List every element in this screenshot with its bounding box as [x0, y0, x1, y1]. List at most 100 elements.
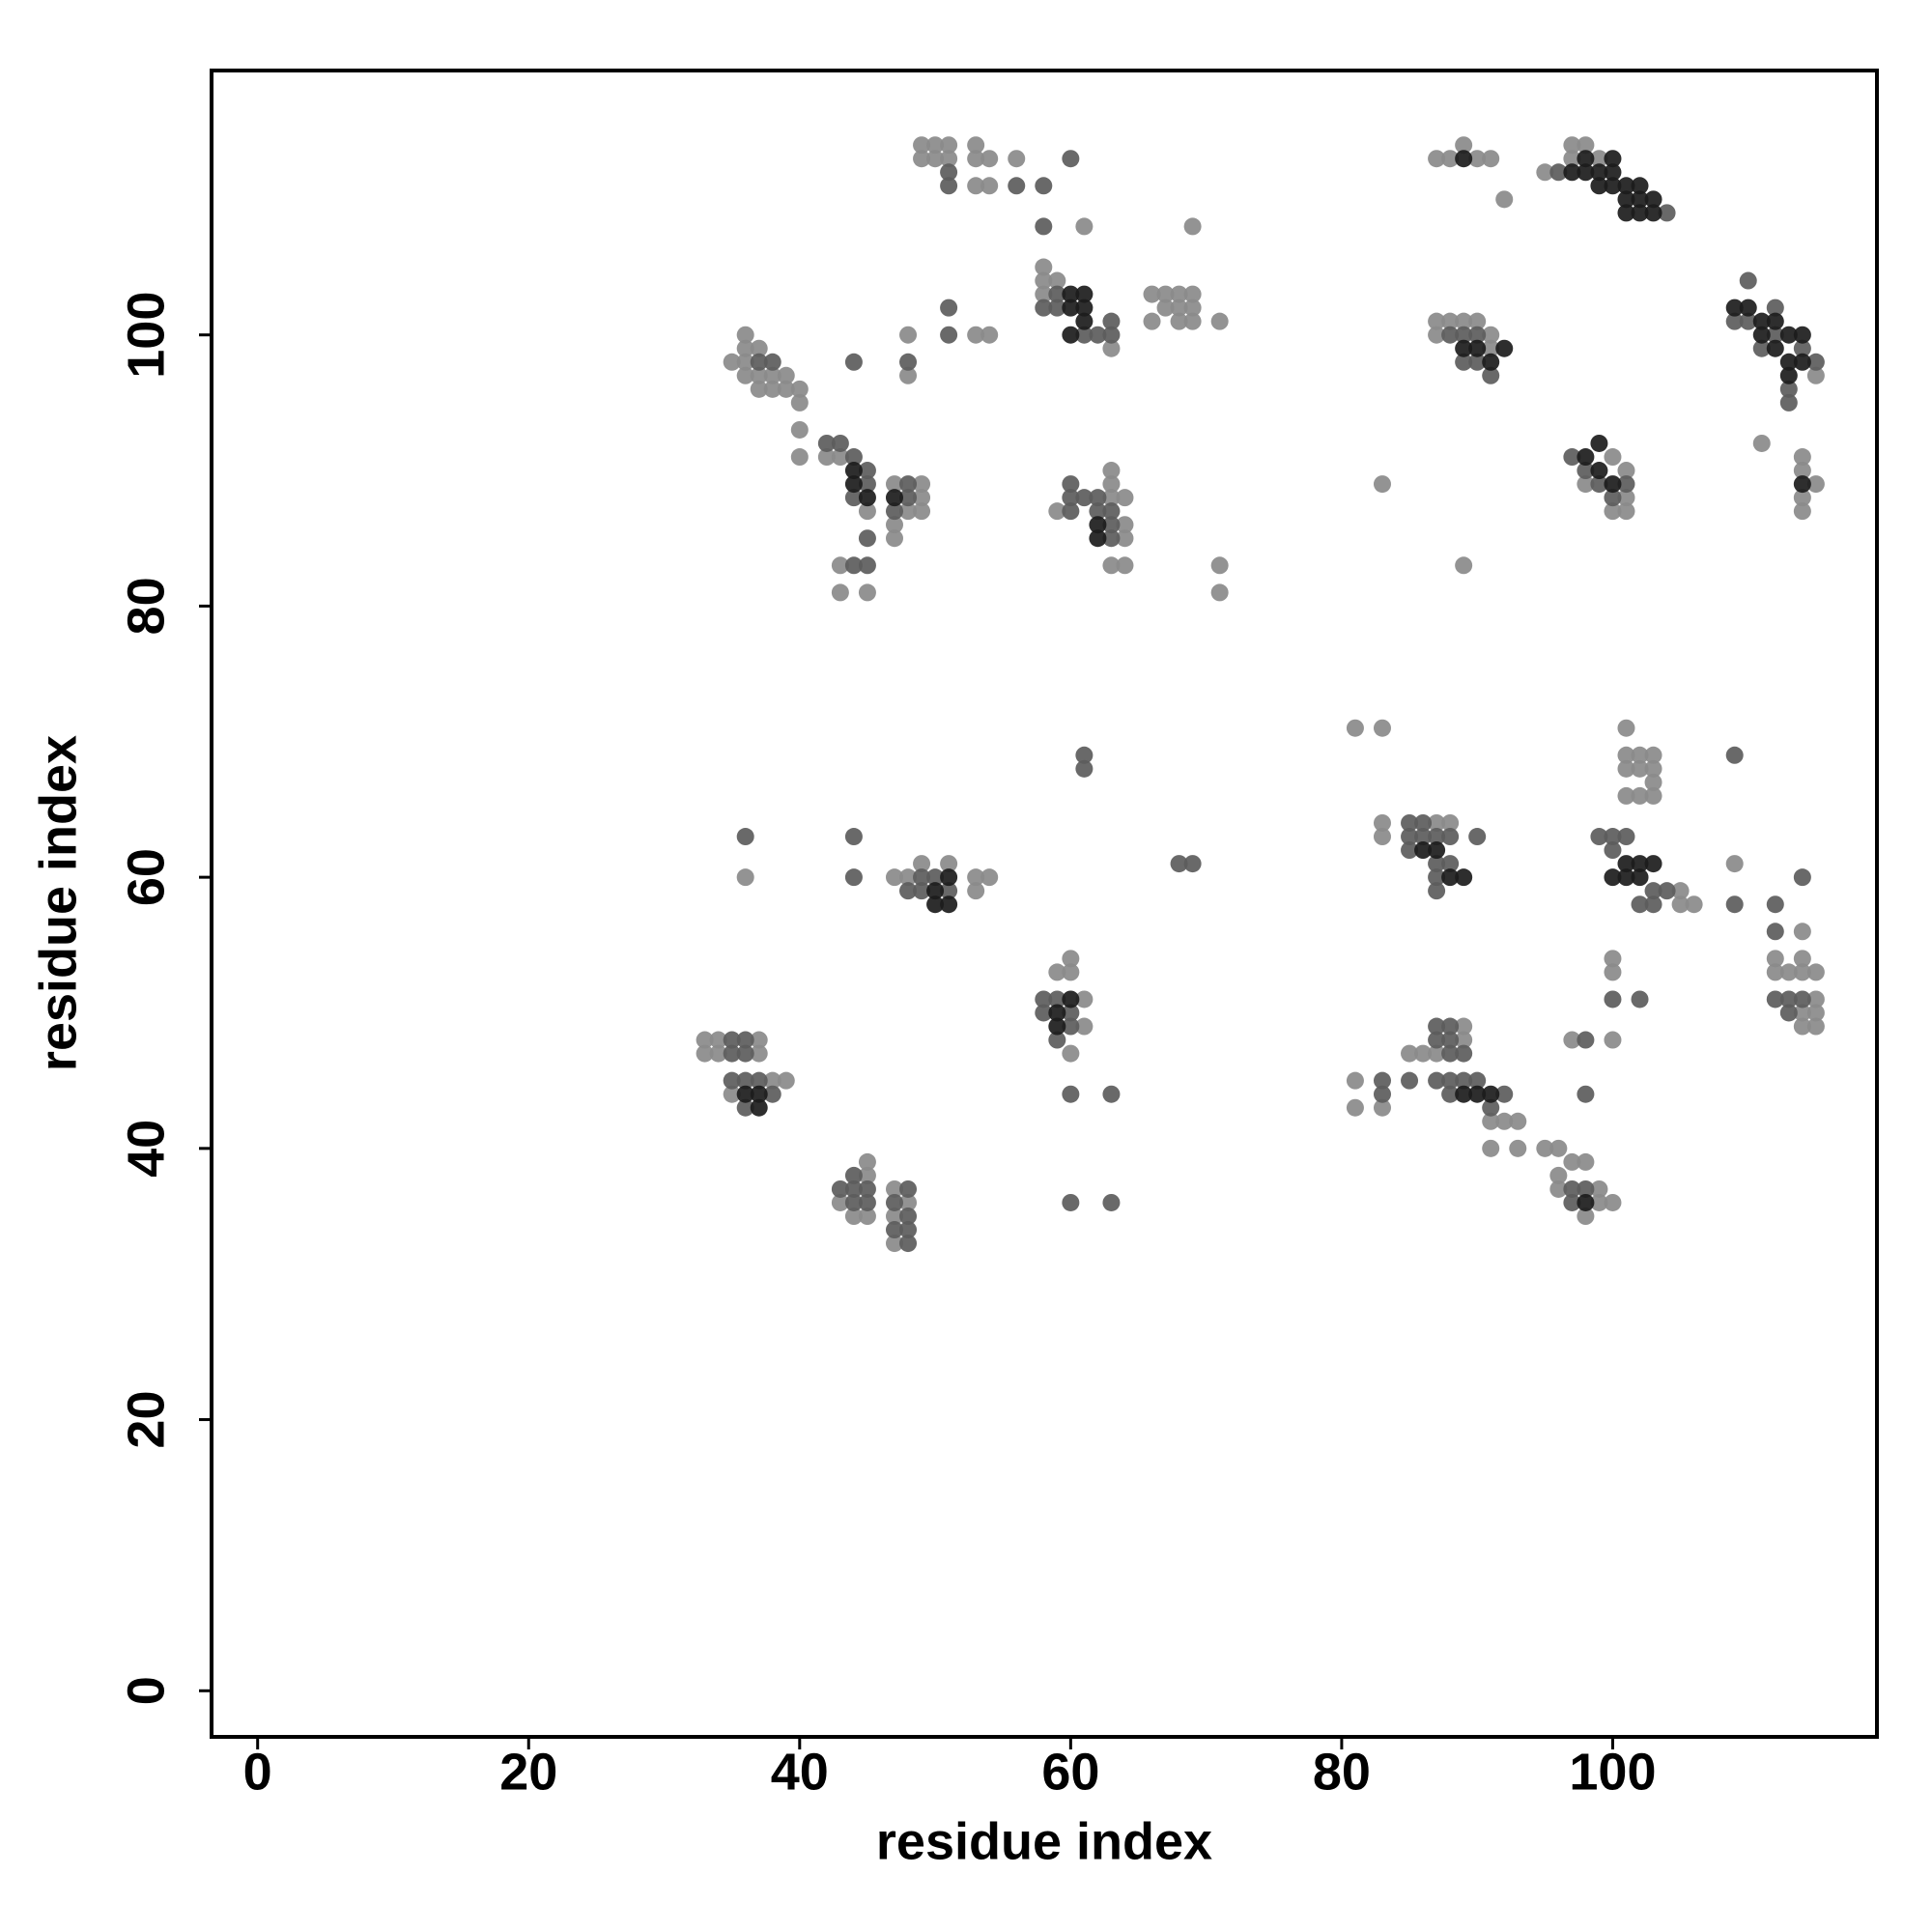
contact-point [1428, 1031, 1446, 1049]
contact-point [763, 1085, 781, 1103]
contact-point [750, 366, 768, 384]
contact-point [1062, 1085, 1080, 1103]
contact-point [777, 1071, 795, 1090]
contact-point [1116, 516, 1134, 534]
contact-point [1590, 828, 1608, 846]
contact-point [858, 475, 876, 494]
contact-point [1008, 177, 1026, 195]
contact-point [1644, 855, 1662, 873]
contact-point [899, 489, 918, 507]
x-tick-label: 40 [771, 1743, 829, 1801]
contact-point [1455, 136, 1473, 155]
contact-point [1793, 475, 1811, 494]
contact-point [1468, 1071, 1487, 1090]
contact-point [1482, 1112, 1500, 1130]
contact-point [1779, 963, 1798, 981]
contact-point [1671, 882, 1690, 900]
contact-point [750, 339, 768, 357]
contact-point [1373, 813, 1391, 832]
contact-point [858, 1179, 876, 1198]
contact-point [1170, 312, 1188, 330]
contact-point [1617, 475, 1635, 494]
contact-point [1441, 855, 1460, 873]
contact-point [913, 136, 931, 155]
contact-point [723, 353, 741, 371]
contact-point [1035, 177, 1053, 195]
contact-point [858, 1152, 876, 1171]
contact-point [858, 529, 876, 548]
contact-point [1631, 786, 1649, 805]
contact-point [1441, 326, 1460, 344]
contact-point [750, 1098, 768, 1117]
contact-point [1766, 312, 1784, 330]
contact-point [1075, 326, 1094, 344]
contact-point [736, 366, 754, 384]
contact-point [899, 366, 918, 384]
contact-point [1793, 990, 1811, 1009]
contact-point [899, 1208, 918, 1226]
contact-point [885, 1179, 903, 1198]
contact-point [1183, 855, 1202, 873]
contact-point [1414, 813, 1433, 832]
contact-point [885, 529, 903, 548]
contact-point [1577, 1152, 1595, 1171]
contact-point [899, 1221, 918, 1239]
contact-point [1048, 1031, 1066, 1049]
contact-point [1441, 1031, 1460, 1049]
contact-point [967, 150, 985, 168]
contact-point [1428, 312, 1446, 330]
contact-point [777, 380, 795, 398]
contact-point [967, 868, 985, 887]
contact-point [1577, 1031, 1595, 1049]
contact-point [1793, 326, 1811, 344]
contact-point [1428, 1017, 1446, 1036]
contact-point [844, 1193, 863, 1211]
contact-point [1590, 462, 1608, 480]
contact-point [1604, 448, 1622, 467]
contact-point [750, 380, 768, 398]
contact-point [1779, 366, 1798, 384]
contact-point [913, 475, 931, 494]
contact-point [723, 1031, 741, 1049]
contact-point [913, 882, 931, 900]
contact-point [1590, 434, 1608, 452]
contact-point [1617, 489, 1635, 507]
contact-point [1062, 1044, 1080, 1063]
contact-point [1766, 923, 1784, 941]
contact-point [1441, 1071, 1460, 1090]
contact-point [980, 326, 999, 344]
contact-point [858, 1166, 876, 1184]
contact-point [1563, 448, 1581, 467]
contact-point [1075, 285, 1094, 303]
contact-point [1617, 719, 1635, 737]
contact-point [1210, 556, 1229, 575]
contact-point [1455, 150, 1473, 168]
contact-point [1048, 271, 1066, 290]
contact-point [1346, 719, 1364, 737]
contact-point [1062, 326, 1080, 344]
contact-point [1048, 990, 1066, 1009]
contact-point [1590, 1193, 1608, 1211]
contact-point [1495, 1112, 1514, 1130]
contact-point [1482, 353, 1500, 371]
contact-point [1577, 448, 1595, 467]
contact-point [1062, 990, 1080, 1009]
contact-point [1075, 217, 1094, 236]
contact-point [750, 353, 768, 371]
contact-point [1373, 1071, 1391, 1090]
contact-point [750, 1031, 768, 1049]
contact-point [1644, 759, 1662, 778]
contact-point [1482, 1085, 1500, 1103]
contact-point [844, 353, 863, 371]
contact-point [831, 1179, 849, 1198]
contact-point [831, 434, 849, 452]
contact-point [1102, 1193, 1121, 1211]
contact-point [967, 136, 985, 155]
contact-point [1590, 475, 1608, 494]
contact-point [777, 366, 795, 384]
contact-point [1075, 746, 1094, 764]
contact-point [1089, 529, 1107, 548]
contact-point [1549, 1166, 1568, 1184]
contact-point [831, 448, 849, 467]
